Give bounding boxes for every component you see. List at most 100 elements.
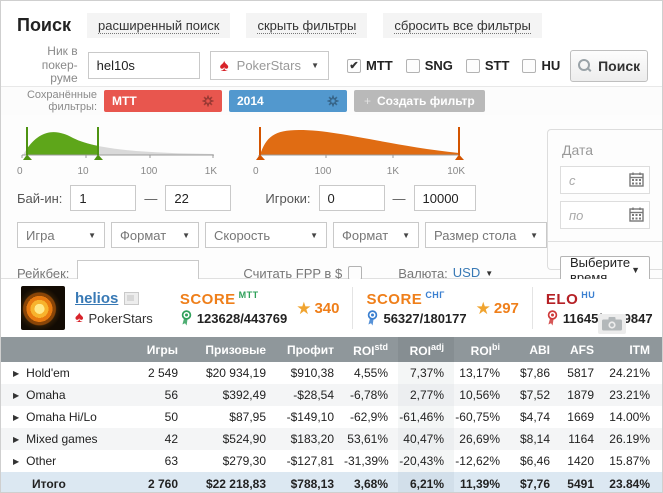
checkbox[interactable] <box>405 58 420 73</box>
row-label[interactable]: ▶ Other <box>13 454 57 468</box>
cell-roi_adj: -20,43% <box>398 450 454 472</box>
column-header-afs: AFS <box>560 337 604 362</box>
game-type-checkboxes: ✔ MTT SNG STT HU <box>346 58 560 73</box>
filter-dropdown-1[interactable]: Формат ▼ <box>111 222 199 248</box>
checkbox-label: HU <box>541 58 561 73</box>
nick-input[interactable] <box>87 52 200 79</box>
date-to-input[interactable] <box>560 201 650 229</box>
filter-dropdown-2[interactable]: Скорость ▼ <box>205 222 327 248</box>
gear-icon[interactable] <box>327 95 339 107</box>
score-block-mtt: SCORE MTT 123628/443769 ★ 340 <box>167 287 353 329</box>
calendar-icon[interactable] <box>629 172 644 187</box>
buyin-from-input[interactable] <box>70 185 137 211</box>
filter-dropdown-0[interactable]: Игра ▼ <box>17 222 105 248</box>
filters-left: 0 10 100 1K 0 100 1K 10K <box>1 115 547 286</box>
players-from-input[interactable] <box>318 185 385 211</box>
row-expand-icon[interactable]: ▶ <box>13 391 20 400</box>
search-button[interactable]: Поиск <box>570 49 648 82</box>
row-label[interactable]: ▶ Omaha Hi/Lo <box>13 410 97 424</box>
create-filter-button[interactable]: + Создать фильтр <box>354 90 485 112</box>
game-type-mtt[interactable]: ✔ MTT <box>346 58 393 73</box>
cell-roi_std: 4,55% <box>353 366 388 380</box>
row-label: Итого <box>1 472 132 492</box>
note-icon[interactable] <box>124 292 140 305</box>
game-type-sng[interactable]: SNG <box>405 58 453 73</box>
game-type-stt[interactable]: STT <box>465 58 509 73</box>
chevron-down-icon: ▼ <box>402 230 410 240</box>
cell-roi_adj: 2,77% <box>398 384 454 406</box>
checkbox[interactable]: ✔ <box>346 58 361 73</box>
buyin-slider[interactable]: 0 10 100 1K <box>17 125 217 181</box>
cell-roi_bi: 11,39% <box>454 472 510 492</box>
score-block-снг: SCORE СНГ 56327/180177 ★ 297 <box>352 287 531 329</box>
row-expand-icon[interactable]: ▶ <box>13 369 20 378</box>
hide-filters-link[interactable]: скрыть фильтры <box>246 12 368 38</box>
room-select-value: PokerStars <box>236 58 301 73</box>
table-row[interactable]: ▶ Hold'em 2 549 $20 934,19 $910,38 4,55% 7,37%… <box>1 362 662 384</box>
fpp-checkbox[interactable] <box>348 266 363 280</box>
checkbox-label: SNG <box>424 58 453 73</box>
table-row[interactable]: ▶ Other 63 $279,30 -$127,81 -31,39% -20,43% -12… <box>1 450 662 472</box>
cell-games: 56 <box>132 384 188 406</box>
star-icon: ★ <box>296 298 312 318</box>
cell-abi: $7,86 <box>519 366 550 380</box>
sliders-row: 0 10 100 1K 0 100 1K 10K <box>17 125 547 181</box>
chevron-down-icon: ▼ <box>88 230 96 240</box>
advanced-search-link[interactable]: расширенный поиск <box>87 12 231 38</box>
filter-dropdown-4[interactable]: Размер стола ▼ <box>425 222 547 248</box>
score-title: SCORE MTT <box>179 290 259 308</box>
row-expand-icon[interactable]: ▶ <box>13 435 20 444</box>
players-slider[interactable]: 0 100 1K 10K <box>253 125 465 181</box>
cell-games: 2 760 <box>132 472 188 492</box>
chevron-down-icon: ▼ <box>631 265 640 275</box>
calendar-icon[interactable] <box>629 207 644 222</box>
cell-itm: 14.00% <box>609 410 650 424</box>
cell-abi: $4,74 <box>519 410 550 424</box>
cell-games: 63 <box>164 454 178 468</box>
saved-filter-tag-2014[interactable]: 2014 <box>229 90 347 112</box>
room-select[interactable]: ♠ PokerStars ▼ <box>209 51 329 80</box>
saved-filter-tag-mtt[interactable]: MTT <box>104 90 222 112</box>
cell-afs: 1669 <box>567 410 594 424</box>
row-label[interactable]: ▶ Hold'em <box>13 366 70 380</box>
buyin-to-input[interactable] <box>165 185 232 211</box>
dropdown-label: Игра <box>26 227 55 243</box>
cell-roi_bi: 26,69% <box>454 428 510 450</box>
row-expand-icon[interactable]: ▶ <box>13 457 20 466</box>
stats-table-header: Игры Призовые Профит ROIstd ROIadj ROIbi ABI AF… <box>1 337 662 362</box>
players-distribution <box>256 127 464 160</box>
cell-abi: $8,14 <box>510 428 560 450</box>
filter-dropdown-3[interactable]: Формат ▼ <box>333 222 419 248</box>
row-label[interactable]: ▶ Mixed games <box>1 428 132 450</box>
reset-filters-link[interactable]: сбросить все фильтры <box>383 12 542 38</box>
medal-icon <box>368 310 378 326</box>
checkbox[interactable] <box>465 58 480 73</box>
gear-icon[interactable] <box>202 95 214 107</box>
cell-roi_std: 53,61% <box>344 428 398 450</box>
game-type-hu[interactable]: HU <box>522 58 560 73</box>
cell-roi_bi: -12,62% <box>455 454 500 468</box>
table-row[interactable]: ▶ Mixed games 42 $524,90 $183,20 53,61% 40,47%… <box>1 428 662 450</box>
players-to-input[interactable] <box>413 185 476 211</box>
table-row[interactable]: ▶ Omaha Hi/Lo 50 $87,95 -$149,10 -62,9% -61,46… <box>1 406 662 428</box>
cell-games: 50 <box>164 410 178 424</box>
row-expand-icon[interactable]: ▶ <box>13 413 20 422</box>
camera-button[interactable] <box>598 314 626 334</box>
checkbox-label: MTT <box>365 58 393 73</box>
date-from-input[interactable] <box>560 166 650 194</box>
cell-profit: -$127,81 <box>286 454 334 468</box>
checkbox[interactable] <box>522 58 537 73</box>
player-name-link[interactable]: helios <box>75 290 119 307</box>
column-header-profit: Профит <box>276 337 344 362</box>
date-time-panel: Дата Выберите время ▼ <box>547 129 662 285</box>
row-label[interactable]: ▶ Omaha <box>1 384 132 406</box>
cell-afs: 5491 <box>560 472 604 492</box>
cell-abi: $6,46 <box>519 454 550 468</box>
cell-profit: $910,38 <box>290 366 334 380</box>
chevron-down-icon: ▼ <box>530 230 538 240</box>
table-row[interactable]: ▶ Omaha 56 $392,49 -$28,54 -6,78% 2,77% 10,56% $… <box>1 384 662 406</box>
player-panel: helios ♠ PokerStars SCORE MTT 123628/4437… <box>1 279 662 337</box>
dropdown-label: Размер стола <box>434 227 517 243</box>
total-row: Итого 2 760 $22 218,83 $788,13 3,68% 6,21% 11,… <box>1 472 662 492</box>
chevron-down-icon: ▼ <box>182 230 190 240</box>
